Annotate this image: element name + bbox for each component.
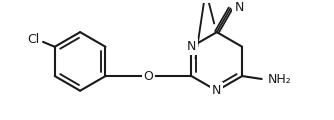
Text: N: N: [234, 1, 244, 14]
Text: N: N: [212, 84, 221, 97]
Text: NH₂: NH₂: [268, 73, 291, 87]
Text: N: N: [187, 40, 196, 53]
Text: O: O: [144, 70, 153, 83]
Text: Cl: Cl: [27, 33, 39, 46]
